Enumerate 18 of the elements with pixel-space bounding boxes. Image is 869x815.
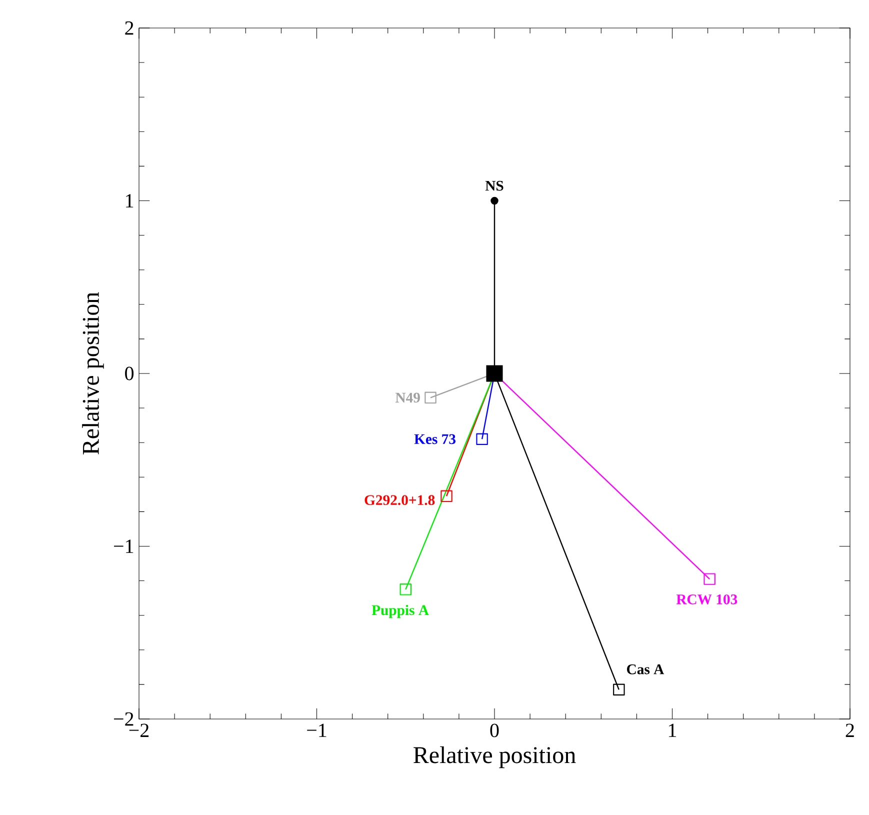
series-label: NS: [485, 180, 504, 191]
y-tick-label: 2: [125, 21, 134, 35]
series-label: N49: [395, 392, 420, 403]
series-label: Kes 73: [414, 434, 456, 444]
y-tick-label: 0: [125, 366, 134, 380]
x-tick-label: 0: [490, 724, 499, 738]
series-label: Puppis A: [372, 604, 429, 618]
y-tick-label: −1: [114, 540, 134, 553]
series-label: G292.0+1.8: [364, 495, 435, 506]
series-label: RCW 103: [676, 594, 738, 604]
y-axis-title: Relative position: [82, 292, 104, 454]
series-label: Cas A: [627, 664, 664, 674]
x-axis-title: Relative position: [414, 746, 576, 768]
y-tick-label: 1: [126, 194, 134, 208]
y-tick-label: −2: [114, 712, 134, 726]
x-tick-label: 2: [846, 724, 854, 737]
x-tick-label: −1: [307, 724, 326, 737]
x-tick-label: 1: [669, 724, 676, 737]
